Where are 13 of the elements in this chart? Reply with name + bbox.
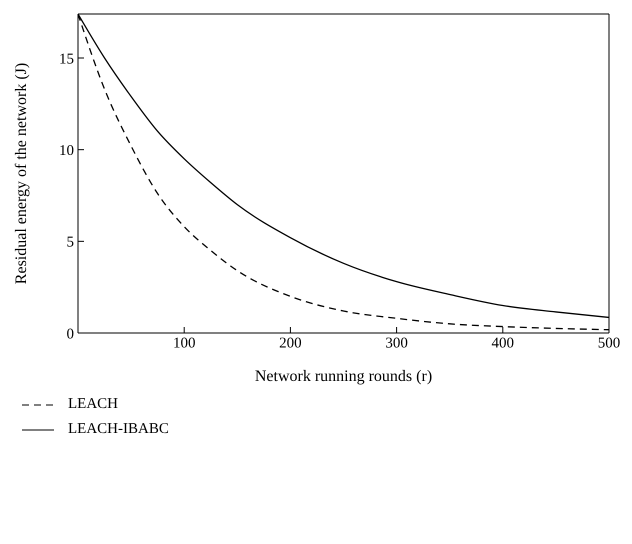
x-tick-label: 200: [279, 336, 302, 352]
y-tick-label: 0: [66, 326, 74, 342]
legend-label: LEACH: [68, 396, 118, 412]
y-axis-title: Residual energy of the network (J): [13, 62, 30, 284]
x-axis-title: Network running rounds (r): [254, 368, 432, 385]
x-tick-label: 300: [385, 336, 408, 352]
legend-label: LEACH-IBABC: [68, 421, 169, 437]
x-tick-label: 400: [492, 336, 514, 352]
y-tick-label: 5: [66, 234, 74, 251]
y-tick-label: 15: [59, 51, 74, 68]
x-tick-label: 500: [598, 336, 620, 352]
x-tick-label: 100: [172, 336, 196, 352]
y-tick-label: 10: [59, 142, 74, 159]
